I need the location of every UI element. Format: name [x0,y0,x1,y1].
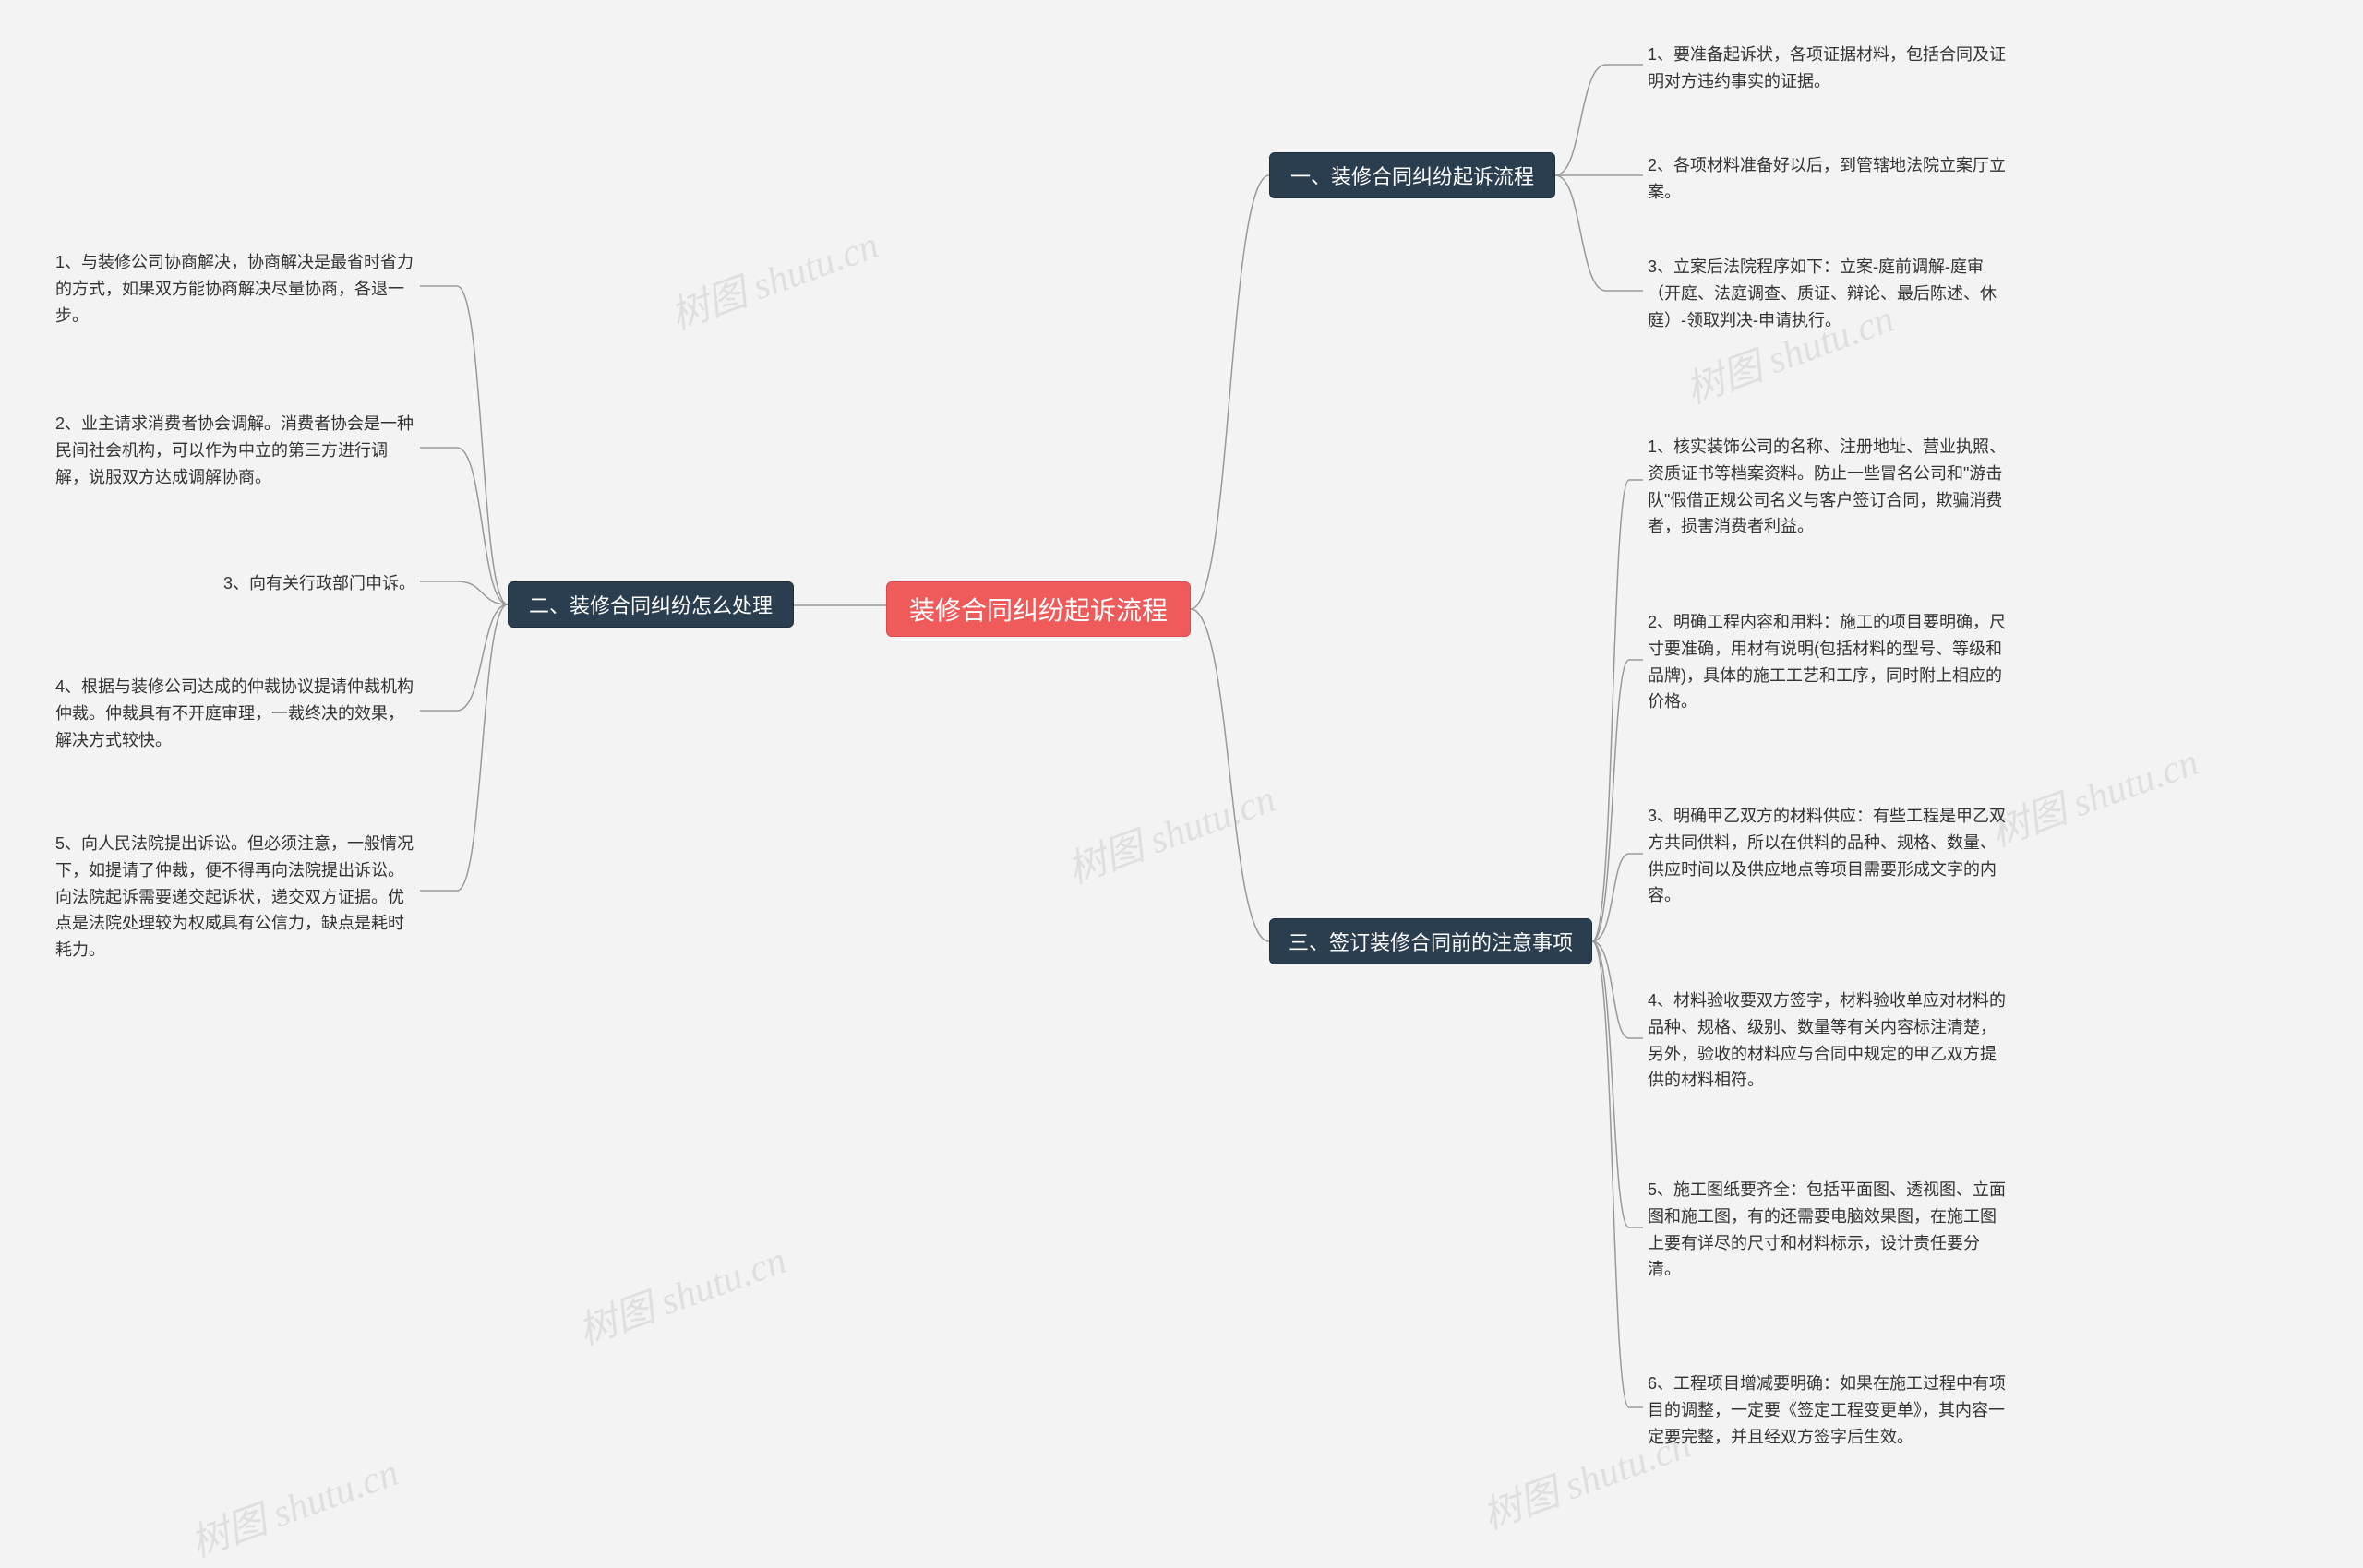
watermark: 树图 shutu.cn [1982,731,2205,858]
leaf-b3-1: 1、核实装饰公司的名称、注册地址、营业执照、资质证书等档案资料。防止一些冒名公司… [1648,434,2008,540]
root-node: 装修合同纠纷起诉流程 [886,581,1191,637]
connector-root-b2 [794,604,886,606]
leaf-b2-3: 3、向有关行政部门申诉。 [55,570,415,597]
connector-b2-leaves [420,286,508,932]
root-label: 装修合同纠纷起诉流程 [909,591,1168,628]
leaf-b2-4: 4、根据与装修公司达成的仲裁协议提请仲裁机构仲裁。仲裁具有不开庭审理，一裁终决的… [55,674,415,753]
branch-3-label: 三、签订装修合同前的注意事项 [1289,927,1573,956]
branch-1-label: 一、装修合同纠纷起诉流程 [1290,161,1534,190]
leaf-b1-3: 3、立案后法院程序如下：立案-庭前调解-庭审（开庭、法庭调查、质证、辩论、最后陈… [1648,254,2008,333]
leaf-b3-3: 3、明确甲乙双方的材料供应：有些工程是甲乙双方共同供料，所以在供料的品种、规格、… [1648,803,2008,909]
connector-b1-leaves [1555,65,1643,291]
leaf-b2-5: 5、向人民法院提出诉讼。但必须注意，一般情况下，如提请了仲裁，便不得再向法院提出… [55,831,415,964]
connector-root-b3 [1191,609,1269,941]
branch-2-label: 二、装修合同纠纷怎么处理 [529,590,773,619]
branch-3: 三、签订装修合同前的注意事项 [1269,918,1592,964]
watermark: 树图 shutu.cn [662,214,885,341]
leaf-b3-4: 4、材料验收要双方签字，材料验收单应对材料的品种、规格、级别、数量等有关内容标注… [1648,987,2008,1094]
watermark: 树图 shutu.cn [570,1229,793,1357]
watermark: 树图 shutu.cn [182,1442,405,1568]
connector-b3-leaves [1592,480,1643,1407]
connector-root-b1 [1191,175,1269,609]
branch-2: 二、装修合同纠纷怎么处理 [508,581,794,628]
leaf-b3-5: 5、施工图纸要齐全：包括平面图、透视图、立面图和施工图，有的还需要电脑效果图，在… [1648,1177,2008,1283]
leaf-b3-6: 6、工程项目增减要明确：如果在施工过程中有项目的调整，一定要《签定工程变更单》，… [1648,1371,2008,1450]
leaf-b1-2: 2、各项材料准备好以后，到管辖地法院立案厅立案。 [1648,152,2008,206]
branch-1: 一、装修合同纠纷起诉流程 [1269,152,1555,198]
leaf-b3-2: 2、明确工程内容和用料：施工的项目要明确，尺寸要准确，用材有说明(包括材料的型号… [1648,609,2008,715]
leaf-b1-1: 1、要准备起诉状，各项证据材料，包括合同及证明对方违约事实的证据。 [1648,42,2008,95]
leaf-b2-1: 1、与装修公司协商解决，协商解决是最省时省力的方式，如果双方能协商解决尽量协商，… [55,249,415,329]
leaf-b2-2: 2、业主请求消费者协会调解。消费者协会是一种民间社会机构，可以作为中立的第三方进… [55,411,415,490]
